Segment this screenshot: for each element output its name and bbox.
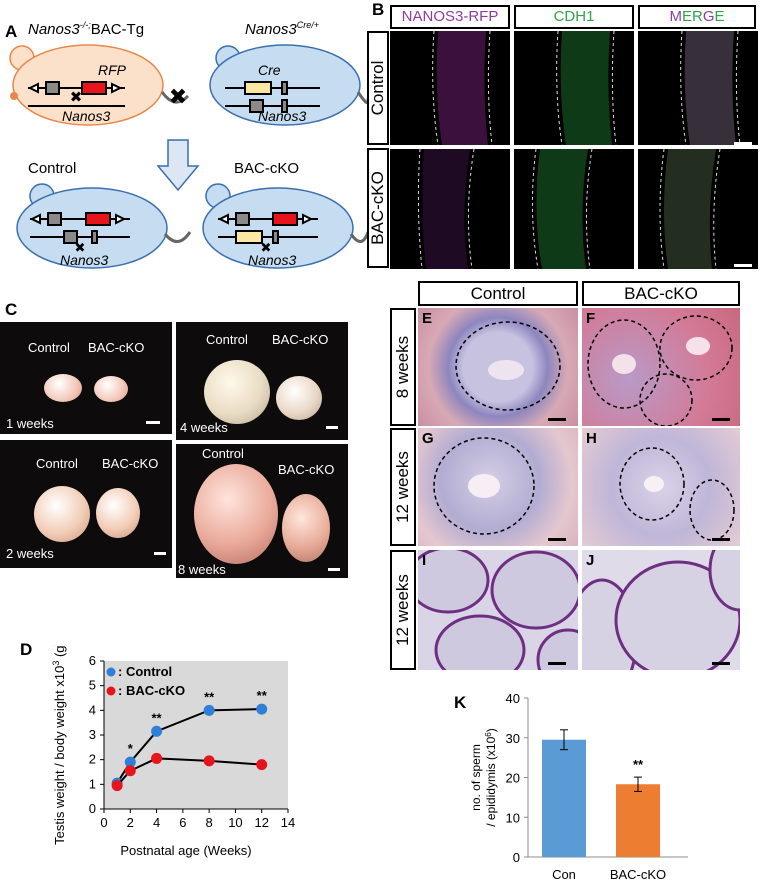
panel-a-label: A [5,22,18,41]
y-tick-label: 10 [506,810,520,825]
control-genotype-label: Control [28,160,77,177]
data-point-bac-cko [151,752,163,764]
cross-icon: ✖ [169,84,187,109]
panel-b-label: B [372,0,385,19]
y-tick-label: 6 [89,653,96,668]
histology-tile-j: J [582,550,740,670]
legend-label: : BAC-cKO [118,683,185,698]
row-label-12-weeks-pas: 12 weeks [390,550,416,670]
x-category-label: Con [552,867,576,882]
histology-tile-i: I [418,550,578,670]
data-point-bac-cko [124,765,136,777]
x-tick-label: 2 [127,815,134,830]
row-label-12-weeks-he: 12 weeks [390,428,416,546]
breeding-scheme-diagram: ✖ ✖ ✖ ✖ [9,44,370,269]
y-tick-label: 0 [89,801,96,816]
construct-control [29,212,130,244]
x-tick-label: 4 [153,815,160,830]
header-nanos3-rfp: NANOS3-RFP [390,5,510,29]
y-tick-label: 3 [89,727,96,742]
x-tick-label: 12 [254,815,268,830]
mouse-control [16,183,192,269]
y-tick-label: 5 [89,678,96,693]
rfp-label: RFP [98,62,126,78]
x-tick-label: 10 [228,815,242,830]
y-tick-label: 40 [506,691,520,706]
data-point-control [124,756,136,768]
data-point-bac-cko [203,755,215,767]
data-point-control [203,704,215,716]
bar-bac-cko [616,784,660,857]
significance-marker: ** [152,710,163,725]
panel-d-label: D [20,640,33,659]
significance-marker: * [128,741,134,756]
panel-c-label: C [5,300,18,319]
panel-k-label: K [454,693,467,712]
header-control-histology: Control [418,281,578,306]
y-tick-label: 20 [506,771,520,786]
x-tick-label: 8 [206,815,213,830]
data-point-bac-cko [256,759,268,771]
down-arrow-icon [156,139,200,192]
gene-label-2: Nanos3 [258,108,307,124]
construct-cre [225,81,320,113]
y-axis-label: Testis weight / body weight x103 (g) [51,645,67,845]
bar-con [542,739,586,857]
x-tick-label: 14 [281,815,295,830]
construct-bac-rfp [27,81,125,107]
legend-label: : Control [118,664,172,679]
testis-photo-2w: Control BAC-cKO 2 weeks [0,440,172,568]
x-axis-label: Postnatal age (Weeks) [120,843,251,858]
cre-label: Cre [258,62,281,78]
header-merge: MERGE [638,5,756,29]
x-category-label: BAC-cKO [610,867,666,882]
mouse-right-title: Nanos3Cre/+ [245,20,319,38]
svg-text:✖: ✖ [261,240,272,255]
histology-tile-f: F [582,308,740,426]
legend-marker-control [106,667,116,677]
gene-label-1: Nanos3 [62,108,111,124]
y-tick-label: 30 [506,731,520,746]
testis-photo-8w: Control BAC-cKO 8 weeks [176,444,348,578]
sperm-count-chart: 0 10 20 30 40 Con BAC-cKO ** no. of sperm/ epidi… [469,691,688,882]
legend-marker-bac-cko [106,686,116,696]
testis-photo-4w: Control BAC-cKO 4 weeks [176,322,348,440]
gene-label-4: Nanos3 [248,252,297,268]
svg-text:✖: ✖ [75,240,86,255]
bac-cko-genotype-label: BAC-cKO [234,160,300,177]
y-tick-label: 1 [89,776,96,791]
row-label-bac-cko-b: BAC-cKO [367,148,389,268]
data-point-bac-cko [111,780,123,792]
mouse-bac-cko [202,183,370,269]
data-point-control [256,703,268,715]
mouse-left-title: Nanos3-/-;BAC-Tg [28,20,145,38]
data-point-control [151,725,163,737]
histology-tile-e: E [418,308,578,426]
y-axis-label: no. of sperm/ epididymis (x106) [469,728,498,827]
x-tick-label: 0 [100,815,107,830]
histology-tile-h: H [582,428,740,546]
y-tick-label: 0 [513,850,520,865]
svg-text:✖: ✖ [70,89,83,106]
plot-area [104,661,288,809]
significance-marker: ** [633,757,644,772]
header-bac-cko-histology: BAC-cKO [582,281,740,306]
construct-bac-cko [217,212,318,244]
significance-marker: ** [257,688,268,703]
x-tick-label: 6 [179,815,186,830]
y-tick-label: 4 [89,702,96,717]
gene-label-3: Nanos3 [60,252,109,268]
row-label-8-weeks: 8 weeks [390,308,416,426]
histology-tile-g: G [418,428,578,546]
row-label-control-b: Control [367,31,389,145]
testis-photo-1w: Control BAC-cKO 1 weeks [0,322,172,434]
header-cdh1: CDH1 [514,5,634,29]
y-tick-label: 2 [89,752,96,767]
immunofluorescence-grid [390,31,758,270]
significance-marker: ** [204,689,215,704]
